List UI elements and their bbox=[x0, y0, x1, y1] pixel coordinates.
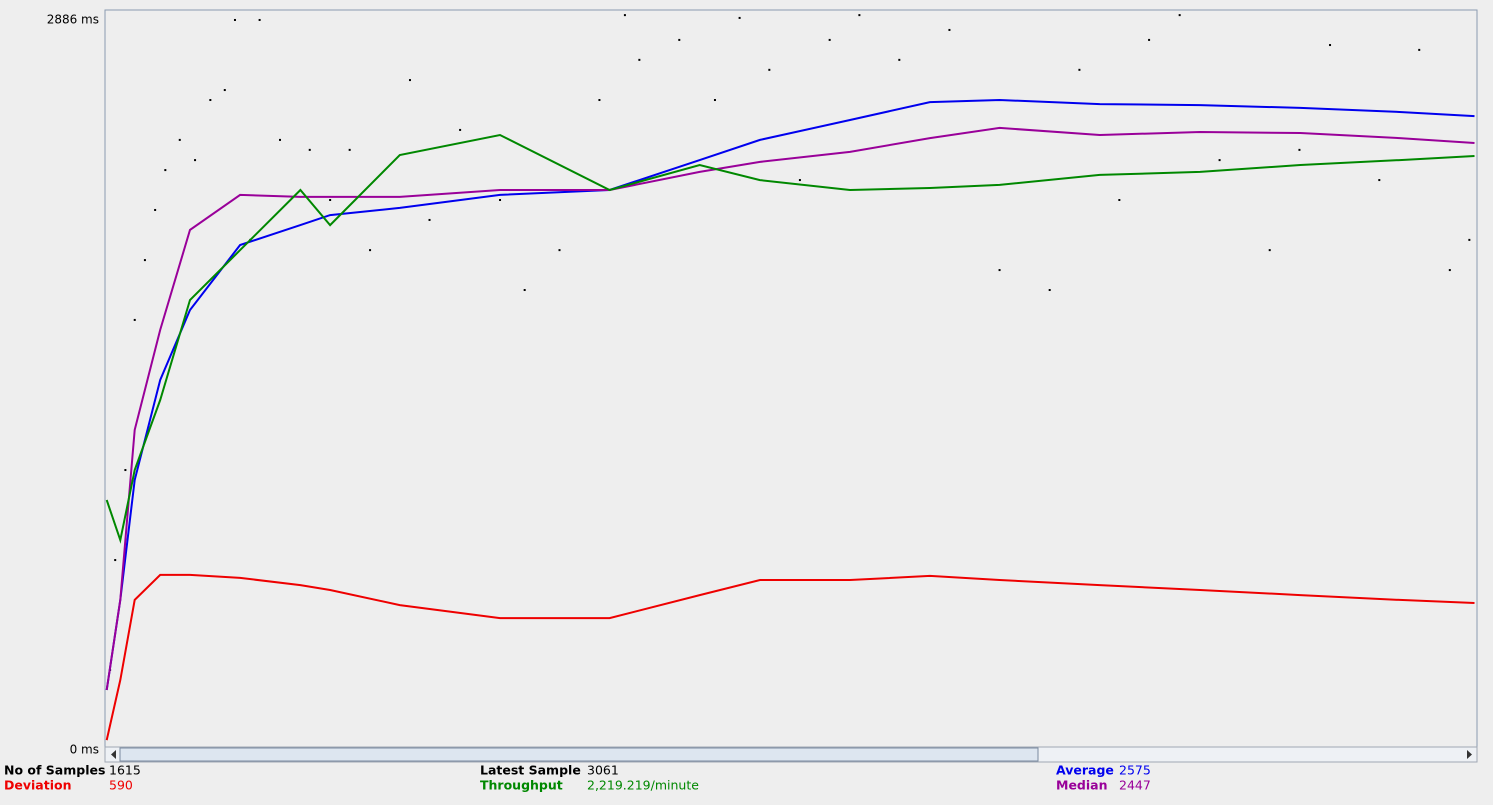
sample-point bbox=[1448, 269, 1451, 272]
sample-point bbox=[499, 198, 502, 201]
scroll-thumb[interactable] bbox=[119, 747, 1039, 762]
sample-point bbox=[1048, 289, 1051, 292]
stat-label: Throughput bbox=[480, 778, 563, 793]
scroll-left-arrow[interactable] bbox=[111, 750, 116, 759]
sample-point bbox=[258, 18, 261, 21]
sample-point bbox=[738, 16, 741, 19]
sample-point bbox=[1329, 44, 1332, 47]
sample-point bbox=[348, 148, 351, 151]
sample-point bbox=[308, 148, 311, 151]
sample-point bbox=[1268, 249, 1271, 252]
sample-point bbox=[178, 138, 181, 141]
sample-point bbox=[1178, 14, 1181, 17]
stat-value: 2,219.219/minute bbox=[587, 778, 699, 793]
sample-point bbox=[133, 318, 136, 321]
stat-label: No of Samples bbox=[4, 763, 105, 778]
sample-point bbox=[223, 89, 226, 92]
sample-point bbox=[114, 559, 117, 562]
sample-point bbox=[828, 38, 831, 41]
sample-point bbox=[408, 79, 411, 82]
scroll-right-arrow[interactable] bbox=[1467, 750, 1472, 759]
sample-point bbox=[523, 289, 526, 292]
y-tick-label: 0 ms bbox=[70, 743, 99, 757]
sample-point bbox=[194, 159, 197, 162]
sample-point bbox=[898, 58, 901, 61]
plot-area bbox=[104, 9, 1478, 749]
sample-point bbox=[1118, 198, 1121, 201]
sample-point bbox=[638, 58, 641, 61]
stat-value: 3061 bbox=[587, 763, 619, 778]
sample-point bbox=[678, 38, 681, 41]
series-line bbox=[105, 133, 1475, 544]
stat-value: 1615 bbox=[109, 763, 141, 778]
stat-value: 2575 bbox=[1119, 763, 1151, 778]
sample-point bbox=[1218, 159, 1221, 162]
sample-point bbox=[1298, 148, 1301, 151]
sample-point bbox=[1148, 38, 1151, 41]
stat-value: 590 bbox=[109, 778, 133, 793]
sample-point bbox=[948, 28, 951, 31]
sample-point bbox=[1468, 238, 1471, 241]
sample-point bbox=[329, 198, 332, 201]
stat-label: Average bbox=[1056, 763, 1114, 778]
sample-point bbox=[428, 218, 431, 221]
series-line bbox=[105, 573, 1475, 741]
sample-point bbox=[233, 18, 236, 21]
sample-point bbox=[279, 138, 282, 141]
sample-point bbox=[558, 249, 561, 252]
sample-point bbox=[798, 179, 801, 182]
sample-point bbox=[623, 14, 626, 17]
stat-value: 2447 bbox=[1119, 778, 1151, 793]
sample-point bbox=[154, 208, 157, 211]
stat-label: Median bbox=[1056, 778, 1107, 793]
stat-label: Latest Sample bbox=[480, 763, 581, 778]
sample-point bbox=[209, 99, 212, 102]
sample-point bbox=[1378, 179, 1381, 182]
sample-point bbox=[459, 128, 462, 131]
sample-point bbox=[858, 14, 861, 17]
sample-point bbox=[164, 169, 167, 172]
stat-label: Deviation bbox=[4, 778, 71, 793]
scrollbar[interactable] bbox=[104, 746, 1478, 763]
sample-point bbox=[143, 259, 146, 262]
sample-point bbox=[1078, 68, 1081, 71]
sample-point bbox=[598, 99, 601, 102]
sample-point bbox=[369, 249, 372, 252]
sample-point bbox=[998, 269, 1001, 272]
y-tick-label: 2886 ms bbox=[47, 13, 99, 27]
sample-point bbox=[124, 469, 127, 472]
sample-point bbox=[1418, 48, 1421, 51]
sample-point bbox=[768, 68, 771, 71]
sample-point bbox=[713, 99, 716, 102]
